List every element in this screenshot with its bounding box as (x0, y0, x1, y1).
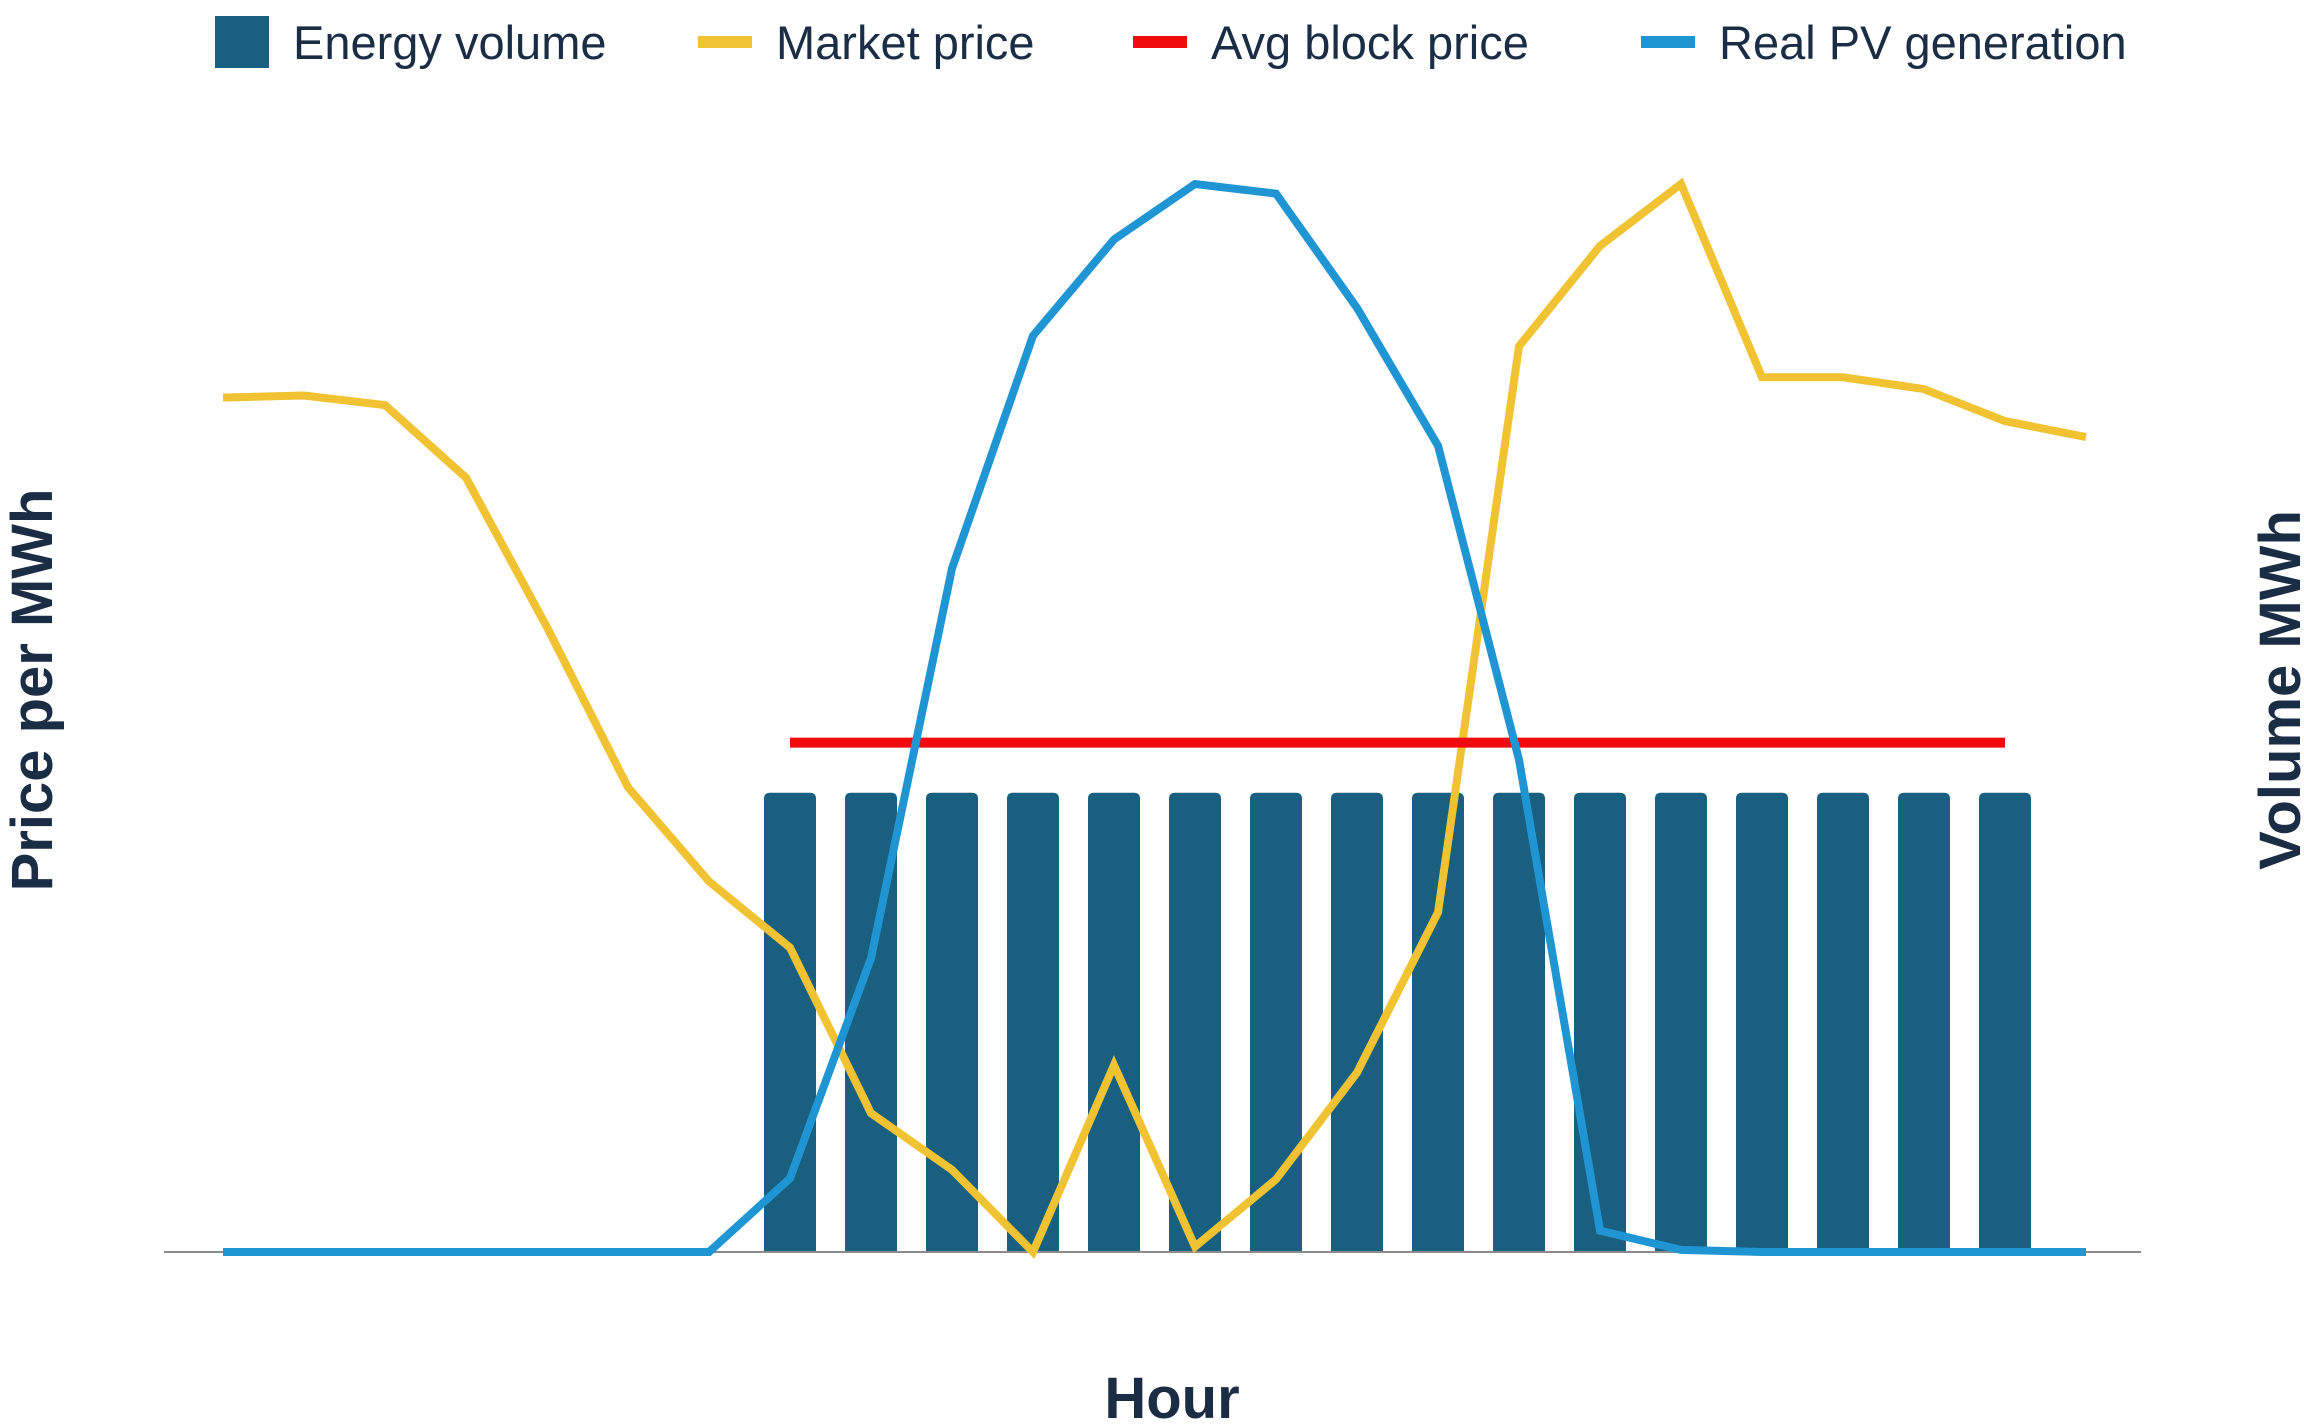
energy-volume-bar-hour-15 (1331, 792, 1383, 1252)
energy-volume-bar-hour-19 (1655, 792, 1707, 1252)
energy-volume-bar-hour-10 (926, 792, 978, 1252)
legend-swatch-energy-volume (215, 16, 269, 68)
energy-volume-bar-hour-20 (1736, 792, 1788, 1252)
legend-label-real-pv-generation: Real PV generation (1719, 16, 2127, 69)
legend-label-energy-volume: Energy volume (293, 16, 607, 69)
energy-volume-bar-hour-17 (1493, 792, 1545, 1252)
legend-swatch-real-pv-generation (1641, 36, 1695, 48)
energy-volume-bar-hour-23 (1979, 792, 2031, 1252)
legend-label-avg-block-price: Avg block price (1211, 16, 1529, 69)
y-axis-title-right: Volume MWh (2248, 510, 2304, 870)
real-pv-generation-line (223, 179, 2086, 1256)
legend: Energy volume Market price Avg block price… (215, 16, 2127, 69)
y-axis-title-left: Price per MWh (0, 489, 65, 892)
energy-volume-bar-hour-12 (1088, 792, 1140, 1252)
x-axis-title: Hour (1104, 1366, 1239, 1424)
energy-volume-bars (764, 792, 2031, 1252)
market-price-line (222, 177, 2087, 1260)
line-series (222, 177, 2087, 1260)
energy-volume-bar-hour-21 (1817, 792, 1869, 1252)
energy-volume-bar-hour-14 (1250, 792, 1302, 1252)
legend-label-market-price: Market price (776, 16, 1035, 69)
energy-volume-bar-hour-18 (1574, 792, 1626, 1252)
energy-volume-bar-hour-11 (1007, 792, 1059, 1252)
energy-volume-bar-hour-13 (1169, 792, 1221, 1252)
energy-volume-bar-hour-16 (1412, 792, 1464, 1252)
legend-swatch-avg-block-price (1133, 36, 1187, 48)
legend-swatch-market-price (698, 36, 752, 48)
energy-volume-bar-hour-22 (1898, 792, 1950, 1252)
